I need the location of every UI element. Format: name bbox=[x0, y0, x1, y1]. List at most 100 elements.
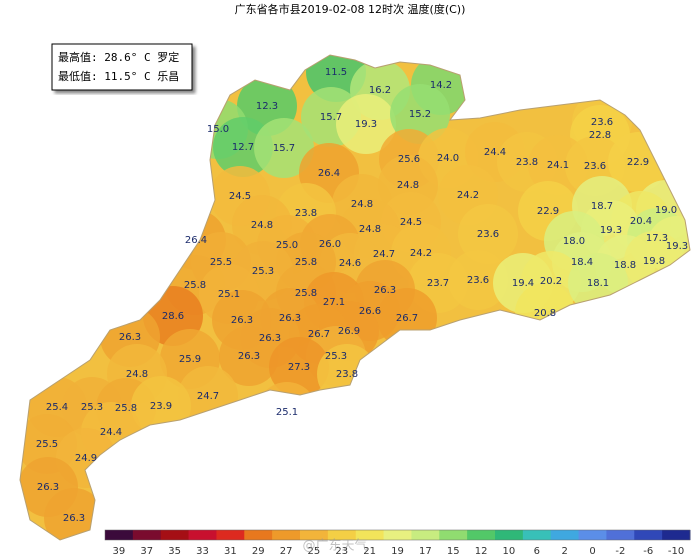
station-temperature: 26.4 bbox=[318, 168, 340, 179]
station-temperature: 24.4 bbox=[484, 147, 506, 158]
colorbar-block bbox=[550, 530, 580, 540]
station-temperature: 23.8 bbox=[295, 208, 317, 219]
station-temperature: 24.8 bbox=[251, 220, 273, 231]
colorbar-tick-label: 19 bbox=[391, 546, 404, 557]
title: 广东省各市县2019-02-08 12时次 温度(度(C)) bbox=[235, 2, 466, 16]
station-temperature: 11.5 bbox=[325, 67, 347, 78]
station-temperature: 26.4 bbox=[185, 235, 207, 246]
station-temperature: 25.4 bbox=[46, 402, 68, 413]
colorbar-block bbox=[272, 530, 301, 540]
colorbar-tick-label: 0 bbox=[589, 546, 595, 557]
colorbar-frame bbox=[104, 529, 691, 541]
colorbar-block bbox=[495, 530, 524, 540]
station-temperature: 23.6 bbox=[584, 161, 606, 172]
colorbar-tick-label: 39 bbox=[113, 546, 126, 557]
station-temperature: 12.7 bbox=[232, 142, 254, 153]
colorbar: 39 37 35 33 31 29 27 25 23 21 19 17 15 12 10 6 2 0 -2 -6 -10 bbox=[104, 529, 691, 557]
station-temperature: 22.8 bbox=[589, 130, 611, 141]
station-temperature: 25.3 bbox=[81, 402, 103, 413]
station-temperature: 24.8 bbox=[126, 369, 148, 380]
temperature-area bbox=[336, 94, 396, 154]
colorbar-block bbox=[188, 530, 217, 540]
colorbar-tick-label: 31 bbox=[224, 546, 237, 557]
station-temperature: 19.3 bbox=[600, 225, 622, 236]
station-temperature: 25.9 bbox=[179, 354, 201, 365]
colorbar-block bbox=[606, 530, 635, 540]
station-labels: 11.5 16.2 14.2 12.3 15.7 19.3 15.2 15.012.7 15.7… bbox=[36, 67, 688, 524]
colorbar-tick-label: -10 bbox=[668, 546, 684, 557]
station-temperature: 19.3 bbox=[355, 119, 377, 130]
station-temperature: 18.1 bbox=[587, 278, 609, 289]
temperature-area bbox=[269, 337, 329, 397]
colorbar-tick-label: 35 bbox=[168, 546, 181, 557]
station-temperature: 27.1 bbox=[323, 297, 345, 308]
station-temperature: 26.3 bbox=[374, 285, 396, 296]
colorbar-block bbox=[383, 530, 412, 540]
watermark: @广东天气 bbox=[302, 538, 367, 554]
station-temperature: 23.6 bbox=[591, 117, 613, 128]
station-temperature: 14.2 bbox=[430, 80, 452, 91]
colorbar-tick-label: 6 bbox=[534, 546, 540, 557]
station-temperature: 26.3 bbox=[37, 482, 59, 493]
colorbar-tick-label: 29 bbox=[252, 546, 265, 557]
station-temperature: 25.3 bbox=[252, 266, 274, 277]
colorbar-tick-label: 2 bbox=[561, 546, 567, 557]
station-temperature: 24.7 bbox=[197, 391, 219, 402]
station-temperature: 24.2 bbox=[410, 248, 432, 259]
station-temperature: 26.7 bbox=[308, 329, 330, 340]
station-temperature: 24.7 bbox=[373, 249, 395, 260]
colorbar-block bbox=[105, 530, 134, 540]
colorbar-block bbox=[439, 530, 468, 540]
station-temperature: 26.0 bbox=[319, 239, 341, 250]
colorbar-tick-label: -6 bbox=[643, 546, 653, 557]
colorbar-block bbox=[355, 530, 385, 540]
colorbar-tick-label: 23 bbox=[335, 546, 348, 557]
station-temperature: 15.7 bbox=[320, 112, 342, 123]
station-temperature: 24.5 bbox=[229, 191, 251, 202]
station-temperature: 20.8 bbox=[534, 308, 556, 319]
colorbar-block bbox=[662, 530, 691, 540]
station-temperature: 24.2 bbox=[457, 190, 479, 201]
station-temperature: 26.3 bbox=[119, 332, 141, 343]
station-temperature: 24.9 bbox=[75, 453, 97, 464]
station-temperature: 19.3 bbox=[666, 241, 688, 252]
station-temperature: 23.6 bbox=[477, 229, 499, 240]
temperature-area bbox=[458, 204, 518, 264]
station-temperature: 15.7 bbox=[273, 143, 295, 154]
colorbar-block bbox=[132, 530, 162, 540]
station-temperature: 23.8 bbox=[516, 157, 538, 168]
station-temperature: 26.3 bbox=[63, 513, 85, 524]
station-temperature: 28.6 bbox=[162, 311, 184, 322]
colorbar-block bbox=[160, 530, 190, 540]
colorbar-block bbox=[300, 530, 329, 540]
colorbar-block bbox=[244, 530, 273, 540]
station-temperature: 22.9 bbox=[627, 157, 649, 168]
colorbar-tick-label: 15 bbox=[447, 546, 460, 557]
station-temperature: 26.9 bbox=[338, 326, 360, 337]
min-stat: 最低值: 11.5° C 乐昌 bbox=[58, 70, 179, 83]
colorbar-tick-label: 21 bbox=[363, 546, 376, 557]
temperature-area bbox=[390, 84, 450, 144]
station-temperature: 23.7 bbox=[427, 278, 449, 289]
colorbar-tick-label: 33 bbox=[196, 546, 209, 557]
station-temperature: 25.8 bbox=[295, 257, 317, 268]
colorbar-block bbox=[216, 530, 245, 540]
station-temperature: 18.4 bbox=[571, 257, 593, 268]
station-temperature: 26.3 bbox=[231, 315, 253, 326]
colorbar-tick-label: 12 bbox=[475, 546, 488, 557]
colorbar-tick-label: 27 bbox=[280, 546, 293, 557]
station-temperature: 25.6 bbox=[398, 154, 420, 165]
colorbar-tick-label: 10 bbox=[503, 546, 516, 557]
station-temperature: 24.8 bbox=[397, 180, 419, 191]
station-temperature: 26.3 bbox=[279, 313, 301, 324]
station-temperature: 25.5 bbox=[36, 439, 58, 450]
station-temperature: 25.8 bbox=[295, 288, 317, 299]
station-temperature: 12.3 bbox=[256, 101, 278, 112]
max-stat: 最高值: 28.6° C 罗定 bbox=[58, 50, 179, 64]
station-temperature: 18.7 bbox=[591, 201, 613, 212]
temperature-area bbox=[219, 326, 279, 386]
station-temperature: 24.5 bbox=[400, 217, 422, 228]
stats-box bbox=[51, 43, 193, 91]
